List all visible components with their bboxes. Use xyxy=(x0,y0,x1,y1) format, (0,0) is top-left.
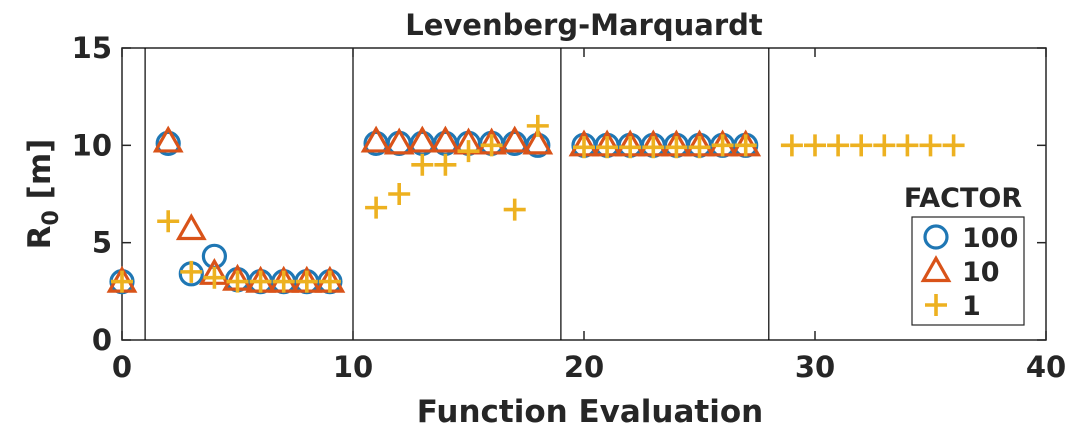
legend-label: 10 xyxy=(962,257,1000,288)
y-axis-label-main: R xyxy=(22,225,58,249)
point-circle xyxy=(155,130,181,156)
point-plus xyxy=(642,136,665,159)
x-tick-label: 10 xyxy=(333,350,373,384)
x-tick-label: 40 xyxy=(1026,350,1066,384)
point-triangle xyxy=(383,127,415,155)
x-tick-label: 0 xyxy=(112,350,132,384)
point-plus xyxy=(157,210,180,233)
point-plus xyxy=(203,266,226,289)
point-plus xyxy=(780,134,803,157)
point-plus xyxy=(111,270,133,293)
series-1 xyxy=(111,114,965,293)
point-plus xyxy=(665,136,688,159)
y-tick-label: 15 xyxy=(72,31,112,65)
data-marks xyxy=(106,114,965,295)
point-plus xyxy=(503,198,526,221)
point-plus xyxy=(573,136,595,159)
point-plus xyxy=(734,134,757,157)
point-triangle xyxy=(152,125,184,153)
legend-marker-triangle xyxy=(920,255,952,283)
y-tick-label: 0 xyxy=(92,323,112,357)
point-plus xyxy=(919,134,942,157)
legend-item: 1 xyxy=(925,291,981,322)
point-triangle xyxy=(522,127,554,155)
point-plus xyxy=(896,134,919,157)
legend-box xyxy=(911,216,1025,326)
y-tick-labels: 0 5 10 15 xyxy=(72,31,112,357)
point-plus xyxy=(180,260,203,283)
y-axis-label-subscript: 0 xyxy=(39,210,64,225)
point-triangle xyxy=(499,125,531,153)
point-triangle xyxy=(406,125,438,153)
legend-item: 100 xyxy=(923,223,1018,254)
x-tick-label: 20 xyxy=(564,350,604,384)
x-tick-labels: 0 10 20 30 40 xyxy=(112,350,1066,384)
y-axis-label-unit: [m] xyxy=(22,139,58,200)
point-plus xyxy=(365,196,388,219)
point-plus xyxy=(711,134,734,157)
point-plus xyxy=(318,270,341,293)
point-plus xyxy=(226,270,249,293)
point-plus xyxy=(619,136,642,159)
legend-title: FACTOR xyxy=(904,183,1022,214)
point-plus xyxy=(688,136,711,159)
point-triangle xyxy=(429,125,461,153)
point-plus xyxy=(272,270,295,293)
point-plus xyxy=(457,140,480,163)
y-axis-label: R0 [m] xyxy=(22,139,64,250)
point-plus xyxy=(850,134,873,157)
point-triangle xyxy=(360,125,392,153)
y-tick-label: 10 xyxy=(72,128,112,162)
point-plus xyxy=(411,153,434,176)
point-plus xyxy=(434,153,457,176)
segment-dividers xyxy=(144,48,770,340)
legend-item: 10 xyxy=(920,255,1000,288)
point-plus xyxy=(804,134,826,157)
legend-label: 100 xyxy=(962,223,1018,254)
point-plus xyxy=(388,183,411,205)
point-plus xyxy=(596,136,619,159)
point-plus xyxy=(873,134,896,157)
point-plus xyxy=(526,114,549,137)
x-axis-label: Function Evaluation xyxy=(417,394,763,427)
legend-marker-plus xyxy=(925,294,947,316)
legend-label: 1 xyxy=(962,291,981,322)
chart-title: Levenberg-Marquardt xyxy=(405,8,763,42)
axis-ticks xyxy=(121,47,1047,341)
point-plus xyxy=(480,134,503,157)
point-plus xyxy=(827,134,850,157)
point-triangle xyxy=(175,213,207,241)
svg-text:R0 [m]: R0 [m] xyxy=(22,139,64,250)
point-plus xyxy=(249,270,272,293)
point-plus xyxy=(295,270,318,293)
x-tick-label: 30 xyxy=(795,350,835,384)
legend-marker-circle xyxy=(923,224,949,250)
point-plus xyxy=(942,134,965,157)
y-tick-label: 5 xyxy=(92,226,112,260)
